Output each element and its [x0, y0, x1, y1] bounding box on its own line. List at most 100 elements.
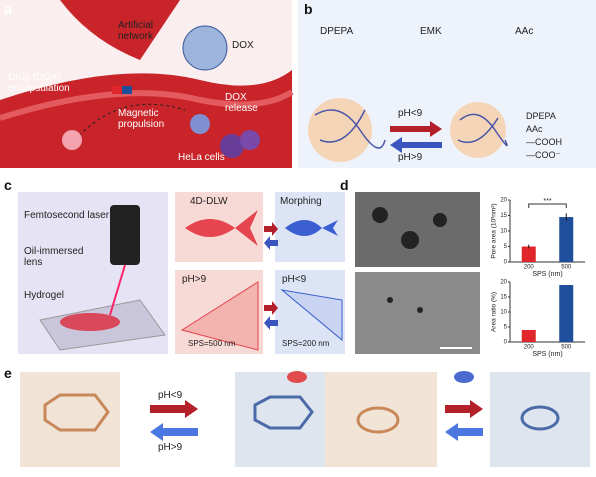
annotation: Oil-immersed lens	[24, 246, 84, 268]
condition: pH<9	[282, 274, 307, 285]
condition: pH>9	[182, 274, 207, 285]
arrow	[264, 236, 278, 250]
fish-outline	[43, 393, 110, 432]
crab-icon	[454, 371, 474, 383]
annotation: Artificial network	[118, 20, 154, 42]
significance-bracket	[528, 203, 567, 208]
pore	[401, 231, 419, 249]
tail-red	[180, 281, 259, 351]
panel-label: c	[4, 177, 12, 193]
hela-cell	[220, 134, 244, 158]
legend-entry: —COOH	[526, 137, 562, 147]
y-tick-label: 15	[500, 295, 507, 301]
crab-outline	[356, 406, 400, 434]
magnet-s	[122, 86, 132, 94]
pore	[417, 307, 423, 313]
hydrogel-fish	[60, 313, 120, 331]
annotation: SPS=200 nm	[282, 339, 330, 348]
y-tick-label: 5	[504, 325, 508, 331]
panel-label: a	[4, 1, 12, 17]
y-tick-label: 5	[504, 244, 508, 250]
significance: ***	[543, 198, 551, 205]
bar	[559, 285, 574, 342]
network	[457, 113, 508, 147]
x-tick-label: 500	[561, 265, 572, 271]
magnet-n	[112, 86, 122, 94]
strip	[20, 372, 120, 467]
y-tick-label: 15	[500, 213, 507, 219]
arrow	[150, 400, 198, 418]
network	[314, 109, 386, 149]
strip	[490, 372, 590, 467]
monomer-name: DPEPA	[320, 26, 354, 37]
gel-swollen	[308, 98, 372, 162]
y-axis-label: Area ratio (%)	[491, 292, 498, 332]
condition: pH<9	[158, 390, 183, 401]
panel-label: d	[340, 177, 349, 193]
y-axis-label: Pore area (10³nm²)	[491, 203, 498, 258]
dox-sphere	[182, 25, 228, 71]
bar	[559, 217, 574, 262]
y-tick-label: 10	[500, 229, 507, 235]
path-arrow	[74, 103, 186, 141]
strip	[235, 372, 325, 467]
x-tick-label: 200	[524, 345, 535, 351]
panel-label: b	[304, 1, 313, 17]
laser	[109, 264, 126, 316]
fish-red	[185, 210, 258, 246]
annotation: Magnetic propulsion	[118, 108, 165, 130]
legend-entry: —COO⁻	[526, 150, 561, 160]
condition: pH>9	[398, 152, 423, 163]
y-tick-label: 0	[504, 260, 508, 266]
arrow-right	[390, 121, 442, 137]
annotation: DOX	[232, 40, 254, 51]
tail-blue	[280, 289, 343, 342]
legend-entry: AAc	[526, 124, 543, 134]
robot	[62, 130, 82, 150]
annotation: Morphing	[280, 196, 322, 207]
monomer-name: AAc	[515, 26, 534, 37]
hela-cell	[240, 130, 260, 150]
vessel-branch	[60, 0, 180, 60]
arrow	[264, 301, 278, 315]
vessel-highlight	[0, 89, 294, 121]
monomer-name: EMK	[420, 26, 442, 37]
sem-200	[355, 272, 480, 354]
annotation: SPS=500 nm	[188, 339, 236, 348]
arrow	[445, 400, 483, 418]
y-tick-label: 10	[500, 310, 507, 316]
fish-outline	[253, 395, 314, 430]
x-tick-label: 200	[524, 265, 535, 271]
annotation: Drug (DOX) encapsulation	[8, 72, 70, 94]
crab-outline	[520, 405, 560, 431]
robot-release	[190, 114, 210, 134]
pore	[372, 207, 388, 223]
arrow	[445, 423, 483, 441]
pore	[433, 213, 447, 227]
y-tick-label: 20	[500, 198, 507, 204]
arrow-left	[390, 137, 442, 153]
gel-shrunk	[450, 102, 506, 158]
annotation: Hydrogel	[24, 290, 65, 301]
arrow	[150, 423, 198, 441]
strip	[325, 372, 437, 467]
annotation: 4D-DLW	[190, 196, 228, 207]
bar	[521, 246, 536, 262]
annotation: DOX release	[225, 92, 258, 114]
condition: pH<9	[398, 108, 423, 119]
y-tick-label: 20	[500, 280, 507, 286]
crab-icon	[287, 371, 307, 383]
x-axis-label: SPS (nm)	[532, 271, 562, 278]
arrow	[264, 222, 278, 236]
sem-500	[355, 192, 480, 267]
y-tick-label: 0	[504, 340, 508, 346]
annotation: Femtosecond laser	[24, 210, 110, 221]
bar	[521, 330, 536, 342]
x-tick-label: 500	[561, 345, 572, 351]
condition: pH>9	[158, 442, 183, 453]
arrow	[264, 316, 278, 330]
fish-blue	[285, 220, 338, 236]
x-axis-label: SPS (nm)	[532, 351, 562, 358]
